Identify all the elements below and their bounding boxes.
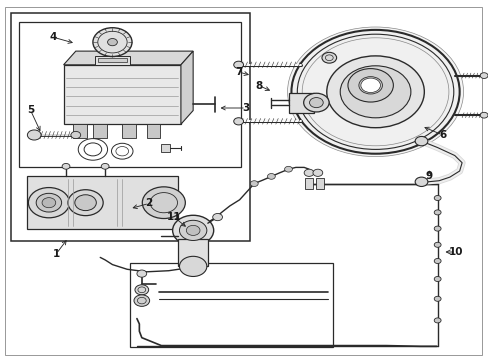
Bar xyxy=(146,124,160,138)
Circle shape xyxy=(179,256,206,276)
Bar xyxy=(98,58,127,62)
Text: 11: 11 xyxy=(166,212,181,222)
Circle shape xyxy=(321,52,336,63)
Circle shape xyxy=(312,169,322,176)
Circle shape xyxy=(62,163,70,169)
Circle shape xyxy=(433,226,440,231)
Circle shape xyxy=(134,295,149,306)
Circle shape xyxy=(479,73,487,78)
Circle shape xyxy=(27,130,41,140)
Circle shape xyxy=(303,93,328,112)
Text: 7: 7 xyxy=(234,67,242,77)
Circle shape xyxy=(326,56,424,128)
Polygon shape xyxy=(181,51,193,124)
Bar xyxy=(289,93,313,113)
Text: 5: 5 xyxy=(27,105,34,115)
Polygon shape xyxy=(63,51,193,65)
Circle shape xyxy=(433,210,440,215)
Circle shape xyxy=(287,27,463,157)
Bar xyxy=(122,124,136,138)
Bar xyxy=(27,176,178,229)
Text: 8: 8 xyxy=(255,81,262,91)
Circle shape xyxy=(433,258,440,264)
Circle shape xyxy=(360,78,380,93)
Text: 10: 10 xyxy=(447,247,462,257)
Circle shape xyxy=(28,188,69,218)
Circle shape xyxy=(347,69,392,102)
Circle shape xyxy=(186,225,200,235)
Bar xyxy=(316,178,324,189)
Circle shape xyxy=(291,30,459,154)
Circle shape xyxy=(101,163,109,169)
Circle shape xyxy=(172,215,213,246)
Text: 2: 2 xyxy=(145,198,152,208)
Circle shape xyxy=(107,39,117,46)
Circle shape xyxy=(433,242,440,247)
Circle shape xyxy=(142,187,185,219)
Bar xyxy=(73,124,87,138)
Circle shape xyxy=(71,131,81,139)
Circle shape xyxy=(309,98,323,108)
Circle shape xyxy=(433,195,440,201)
Circle shape xyxy=(304,169,313,176)
Bar xyxy=(95,56,129,65)
Text: 4: 4 xyxy=(49,32,57,42)
Bar xyxy=(178,239,207,266)
Circle shape xyxy=(433,296,440,301)
Text: 6: 6 xyxy=(438,130,445,140)
Bar xyxy=(63,65,181,124)
Circle shape xyxy=(414,177,427,186)
Bar xyxy=(93,124,106,138)
Circle shape xyxy=(479,112,487,118)
Circle shape xyxy=(284,166,292,172)
Circle shape xyxy=(36,193,61,212)
Circle shape xyxy=(135,285,148,295)
Text: 1: 1 xyxy=(53,249,60,259)
Circle shape xyxy=(137,270,146,277)
Bar xyxy=(305,178,312,189)
Circle shape xyxy=(433,318,440,323)
Circle shape xyxy=(267,174,275,179)
Circle shape xyxy=(93,28,132,57)
Text: 9: 9 xyxy=(425,171,432,181)
Circle shape xyxy=(68,190,103,216)
Bar xyxy=(19,22,241,167)
Circle shape xyxy=(233,118,243,125)
Circle shape xyxy=(75,195,96,211)
Bar xyxy=(129,263,332,347)
Circle shape xyxy=(358,77,382,94)
Circle shape xyxy=(250,181,258,186)
Bar xyxy=(161,144,170,152)
Circle shape xyxy=(340,66,410,118)
Text: 3: 3 xyxy=(242,103,249,113)
Circle shape xyxy=(433,276,440,282)
Circle shape xyxy=(179,220,206,240)
Circle shape xyxy=(212,213,222,221)
Circle shape xyxy=(42,198,56,208)
Circle shape xyxy=(233,61,243,68)
Bar xyxy=(11,13,250,241)
Circle shape xyxy=(414,136,427,146)
